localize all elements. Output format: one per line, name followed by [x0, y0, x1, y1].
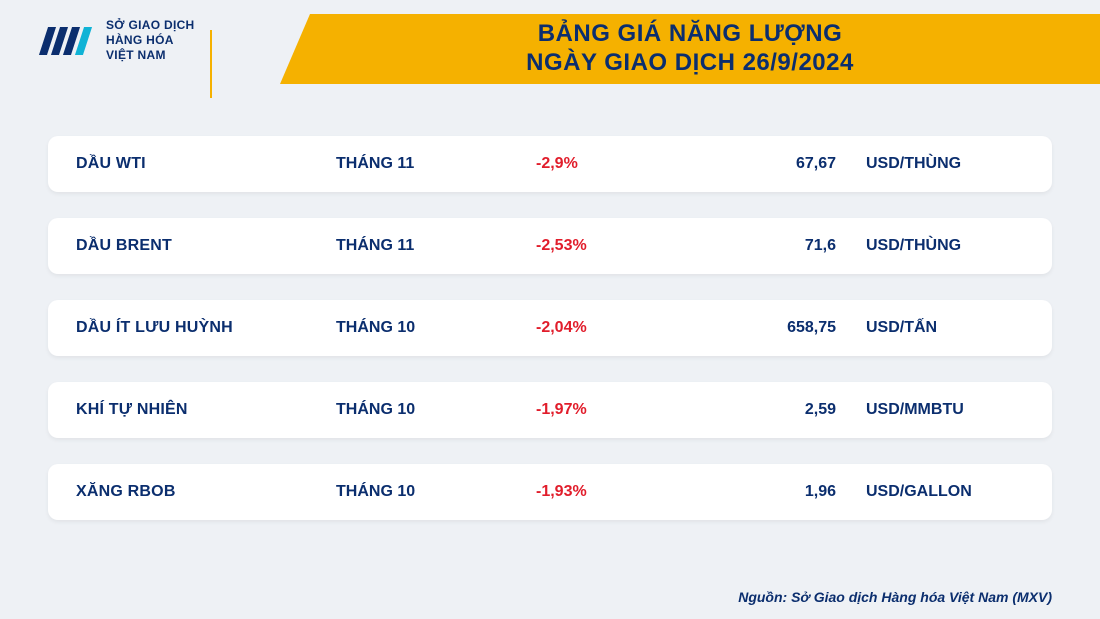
cell-pct: -2,04%	[536, 319, 716, 337]
cell-price: 71,6	[716, 237, 866, 255]
cell-name: DẦU ÍT LƯU HUỲNH	[76, 319, 336, 337]
title-line-2: NGÀY GIAO DỊCH 26/9/2024	[526, 49, 854, 78]
table-row: DẦU BRENTTHÁNG 11-2,53%71,6USD/THÙNG	[48, 218, 1052, 274]
price-table: DẦU WTITHÁNG 11-2,9%67,67USD/THÙNGDẦU BR…	[0, 96, 1100, 520]
logo-line-1: SỞ GIAO DỊCH	[106, 18, 195, 33]
cell-name: DẦU BRENT	[76, 237, 336, 255]
table-row: XĂNG RBOBTHÁNG 10-1,93%1,96USD/GALLON	[48, 464, 1052, 520]
logo-divider	[210, 30, 212, 98]
cell-name: DẦU WTI	[76, 155, 336, 173]
table-row: DẦU WTITHÁNG 11-2,9%67,67USD/THÙNG	[48, 136, 1052, 192]
cell-price: 1,96	[716, 483, 866, 501]
cell-unit: USD/MMBTU	[866, 401, 1024, 419]
cell-pct: -1,97%	[536, 401, 716, 419]
cell-unit: USD/TẤN	[866, 319, 1024, 337]
cell-unit: USD/THÙNG	[866, 155, 1024, 173]
source-caption: Nguồn: Sở Giao dịch Hàng hóa Việt Nam (M…	[738, 589, 1052, 605]
logo-line-2: HÀNG HÓA	[106, 33, 195, 48]
cell-month: THÁNG 11	[336, 237, 536, 255]
cell-unit: USD/THÙNG	[866, 237, 1024, 255]
cell-unit: USD/GALLON	[866, 483, 1024, 501]
cell-month: THÁNG 11	[336, 155, 536, 173]
cell-name: XĂNG RBOB	[76, 483, 336, 501]
title-banner: BẢNG GIÁ NĂNG LƯỢNG NGÀY GIAO DỊCH 26/9/…	[280, 14, 1100, 84]
cell-month: THÁNG 10	[336, 401, 536, 419]
logo-line-3: VIỆT NAM	[106, 48, 195, 63]
cell-month: THÁNG 10	[336, 483, 536, 501]
mxv-logo-icon	[36, 21, 96, 61]
logo-text: SỞ GIAO DỊCH HÀNG HÓA VIỆT NAM	[106, 18, 195, 63]
logo-block: SỞ GIAO DỊCH HÀNG HÓA VIỆT NAM	[0, 0, 195, 63]
cell-pct: -2,53%	[536, 237, 716, 255]
cell-price: 658,75	[716, 319, 866, 337]
table-row: DẦU ÍT LƯU HUỲNHTHÁNG 10-2,04%658,75USD/…	[48, 300, 1052, 356]
cell-month: THÁNG 10	[336, 319, 536, 337]
cell-price: 2,59	[716, 401, 866, 419]
table-row: KHÍ TỰ NHIÊNTHÁNG 10-1,97%2,59USD/MMBTU	[48, 382, 1052, 438]
cell-pct: -2,9%	[536, 155, 716, 173]
cell-pct: -1,93%	[536, 483, 716, 501]
title-line-1: BẢNG GIÁ NĂNG LƯỢNG	[538, 20, 843, 49]
header: SỞ GIAO DỊCH HÀNG HÓA VIỆT NAM BẢNG GIÁ …	[0, 0, 1100, 96]
cell-price: 67,67	[716, 155, 866, 173]
cell-name: KHÍ TỰ NHIÊN	[76, 401, 336, 419]
